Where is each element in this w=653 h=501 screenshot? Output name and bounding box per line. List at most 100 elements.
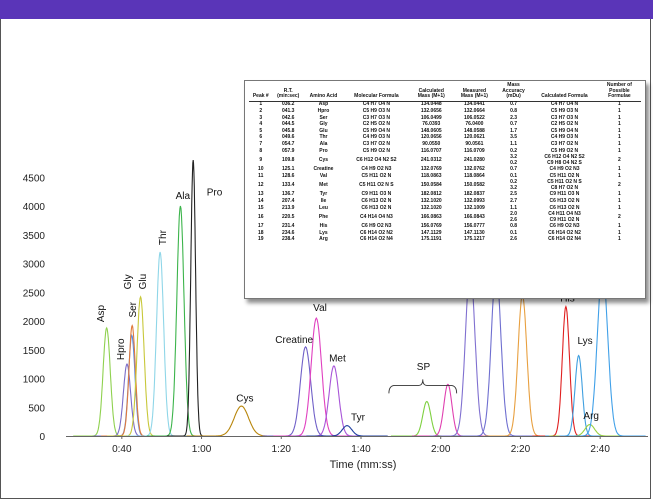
table-header-cell: Peak #	[249, 83, 273, 102]
table-cell: 3.5	[510, 134, 518, 141]
table-cell: C6 H14 O2 N2	[548, 229, 581, 236]
peak-trace	[107, 295, 174, 436]
table-cell: 9	[259, 156, 263, 163]
table-cell: 1.1	[510, 204, 518, 211]
table-cell: 1	[618, 140, 621, 147]
table-cell: C5 H9 O3 N	[362, 107, 390, 114]
table-cell: Ser	[319, 114, 328, 121]
peak-trace	[532, 305, 600, 436]
table-cell: 182.0837	[463, 191, 485, 198]
table-cell: 207.4	[281, 197, 295, 204]
table-cell: 120.0621	[463, 134, 485, 141]
table-cell: 4	[259, 121, 263, 128]
table-cell: 057.9	[281, 147, 295, 154]
table-cell: 1.1	[510, 140, 518, 147]
table-cell: 132.0656	[420, 107, 442, 114]
table-row: 15 213.9 Leu C6 H13 O2 N 132.1020 132.1009 1.1…	[249, 205, 641, 212]
peak-trace	[100, 334, 163, 436]
table-cell: 1	[618, 107, 621, 114]
table-cell: 132.1009	[463, 204, 485, 211]
peak-label: Creatine	[275, 335, 313, 346]
table-cell: 118.0864	[464, 172, 485, 179]
table-cell: 1	[618, 147, 621, 154]
table-header-cell: Calculated Mass (M+1)	[409, 83, 453, 102]
table-cell: 1	[618, 166, 621, 173]
table-row: 3 042.6 Ser C3 H7 O3 N 106.0499 106.0522 2.3 C3…	[249, 115, 641, 122]
table-cell: 213.9	[281, 204, 295, 211]
table-row: 12 133.4 Met C5 H11 O2 N S 150.0584 150.0582 0…	[249, 180, 641, 192]
table-cell: 12	[257, 182, 264, 189]
table-cell: C4 H7 O4 N	[550, 101, 579, 108]
table-cell: 231.4	[281, 223, 295, 230]
peak-trace	[93, 363, 161, 436]
table-cell: C4 H14 O4 N3	[359, 213, 393, 220]
table-cell: C4 H9 O2 N3	[361, 166, 392, 173]
y-tick-label: 3000	[23, 260, 46, 271]
table-cell: C4 H9 O2 N3	[549, 166, 580, 173]
table-cell: C5 H9 O3 N	[550, 107, 579, 114]
x-tick-label: 1:40	[351, 444, 371, 455]
table-cell: 147.1130	[464, 229, 485, 236]
x-axis-label: Time (mm:ss)	[330, 459, 397, 471]
table-cell: 134.0441	[463, 101, 485, 108]
table-cell: 238.4	[281, 236, 295, 243]
table-cell: 118.0863	[420, 172, 442, 179]
table-cell: 1	[618, 121, 621, 128]
peak-label: Gly	[123, 274, 134, 289]
table-cell: 16	[257, 213, 264, 220]
table-cell: Thr	[319, 134, 328, 141]
table-cell: C5 H11 O2 N	[361, 172, 392, 179]
table-cell: 1	[618, 223, 621, 230]
table-cell: C6 H12 O4 N2 S2 C9 H8 O4 N2 S	[544, 154, 585, 166]
table-cell: 0.7	[510, 166, 518, 173]
table-cell: 17	[257, 223, 264, 230]
peak-label: Arg	[583, 411, 599, 422]
table-cell: 15	[257, 204, 264, 211]
table-cell: Gly	[319, 121, 328, 128]
x-tick-label: 1:00	[192, 444, 212, 455]
y-tick-label: 500	[28, 403, 45, 414]
table-cell: 76.0393	[422, 121, 441, 128]
x-tick-label: 2:40	[590, 444, 610, 455]
table-cell: C6 H13 O2 N	[549, 204, 580, 211]
table-cell: 133.4	[281, 182, 295, 189]
table-cell: 134.0448	[420, 101, 442, 108]
table-header-cell: Number of Possible Formulae	[597, 82, 641, 102]
table-header-cell: Measured Mass (M+1)	[452, 83, 496, 102]
table-cell: 132.0664	[463, 107, 485, 114]
table-cell: C5 H11 O2 N	[549, 172, 580, 179]
table-row: 14 207.4 Ile C6 H13 O2 N 132.1020 132.0993 2.7…	[249, 198, 641, 205]
table-cell: 128.6	[281, 172, 295, 179]
peak-trace	[484, 293, 561, 436]
title-banner	[0, 0, 653, 19]
table-cell: 2.7	[510, 197, 518, 204]
table-cell: C9 H11 O3 N	[549, 191, 580, 198]
table-cell: 234.6	[281, 229, 295, 236]
table-cell: 1.7	[510, 127, 518, 134]
table-header-cell: Mass Accuracy (mDu)	[495, 82, 532, 102]
peak-label: Ala	[176, 191, 191, 202]
slide-frame	[0, 19, 651, 499]
table-cell: 18	[257, 229, 264, 236]
table-cell: 1	[618, 114, 621, 121]
table-header-row: Peak # R.T. (min:sec) Amino Acid Molecular …	[249, 82, 641, 102]
peak-trace	[293, 365, 375, 436]
table-cell: 1	[618, 172, 621, 179]
table-cell: 132.0762	[463, 166, 485, 173]
table-cell: 241.0312	[420, 156, 442, 163]
table-cell: C6 H13 O2 N	[361, 197, 392, 204]
table-cell: Val	[319, 172, 328, 179]
table-cell: 19	[257, 236, 264, 243]
table-cell: 1	[618, 229, 621, 236]
table-cell: 147.1129	[420, 229, 442, 236]
table-cell: 166.0863	[420, 213, 442, 220]
table-cell: 182.0812	[420, 191, 442, 198]
table-cell: Tyr	[319, 191, 328, 198]
table-cell: 150.0584	[420, 182, 442, 189]
table-cell: 220.5	[281, 213, 295, 220]
table-cell: 11	[258, 172, 264, 179]
table-cell: 1	[618, 204, 621, 211]
table-cell: C3 H7 O2 N	[362, 140, 390, 147]
table-cell: Ala	[319, 140, 328, 147]
table-cell: 1	[259, 101, 263, 108]
